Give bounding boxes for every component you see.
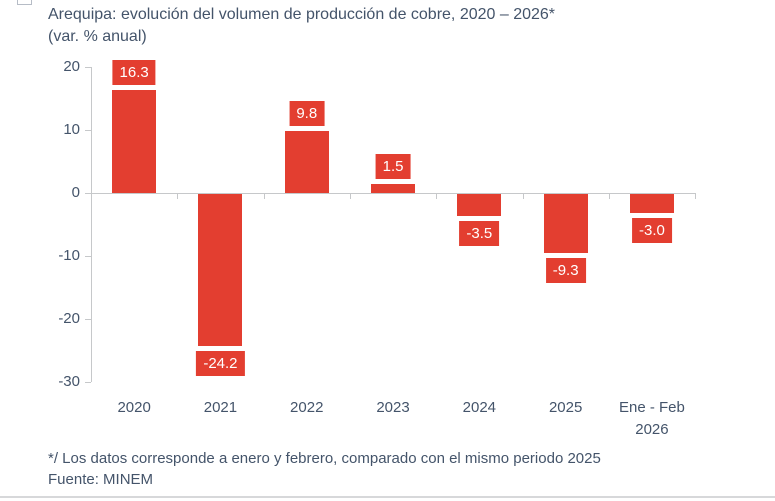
bar-2025: [543, 194, 588, 253]
bar-2023: [371, 183, 416, 193]
x-axis-tick: [349, 193, 351, 199]
bar-2021: [198, 194, 243, 347]
x-axis-tick: [436, 193, 438, 199]
y-axis-tick: [85, 67, 91, 68]
footnote-block: */ Los datos corresponde a enero y febre…: [48, 448, 601, 490]
footnote-source: Fuente: MINEM: [48, 471, 154, 488]
x-axis-tick: [522, 193, 524, 199]
x-axis-tick: [91, 193, 92, 199]
y-axis-line: [91, 67, 92, 382]
value-label-2021: -24.2: [196, 351, 245, 377]
cropped-square-icon: [17, 0, 32, 5]
bar-2024: [457, 194, 502, 217]
x-axis-tick: [263, 193, 265, 199]
chart-title: Arequipa: evolución del volumen de produ…: [48, 6, 556, 23]
category-label-2020: 2020: [117, 399, 151, 416]
bar-2020: [112, 90, 157, 193]
value-label-2025: -9.3: [545, 257, 586, 283]
value-label-ene-feb-2026: -3.0: [632, 217, 672, 243]
y-tick-label: -30: [58, 373, 80, 390]
category-label-2023: 2023: [376, 399, 410, 416]
y-tick-label: 20: [63, 58, 80, 75]
bottom-divider: [0, 496, 775, 498]
value-label-2024: -3.5: [459, 221, 500, 247]
x-axis-tick: [695, 193, 697, 199]
category-label-2021: 2021: [203, 399, 238, 416]
y-axis-tick: [85, 319, 91, 320]
category-label-ene-feb-2026: Ene - Feb 2026: [619, 399, 685, 438]
y-axis-tick: [85, 193, 91, 194]
category-label-2022: 2022: [290, 399, 324, 416]
y-axis-tick: [85, 382, 91, 383]
chart-subtitle: (var. % anual): [48, 28, 147, 45]
bar-2022: [284, 131, 329, 193]
bar-ene-feb-2026: [629, 194, 674, 213]
footnote-note: */ Los datos corresponde a enero y febre…: [48, 450, 601, 467]
category-label-2024: 2024: [462, 399, 497, 416]
y-axis-tick: [85, 256, 91, 257]
title-block: Arequipa: evolución del volumen de produ…: [48, 4, 555, 48]
y-tick-label: 0: [71, 184, 80, 201]
x-axis-line: [91, 193, 695, 194]
category-label-2025: 2025: [548, 399, 583, 416]
x-axis-tick: [177, 193, 179, 199]
value-label-2022: 9.8: [289, 101, 325, 127]
y-tick-label: 10: [63, 121, 80, 138]
value-label-2020: 16.3: [112, 60, 156, 86]
y-axis-tick: [85, 130, 91, 131]
y-tick-label: -10: [58, 247, 80, 264]
y-tick-label: -20: [58, 310, 80, 327]
x-axis-tick: [608, 193, 610, 199]
value-label-2023: 1.5: [375, 153, 411, 179]
